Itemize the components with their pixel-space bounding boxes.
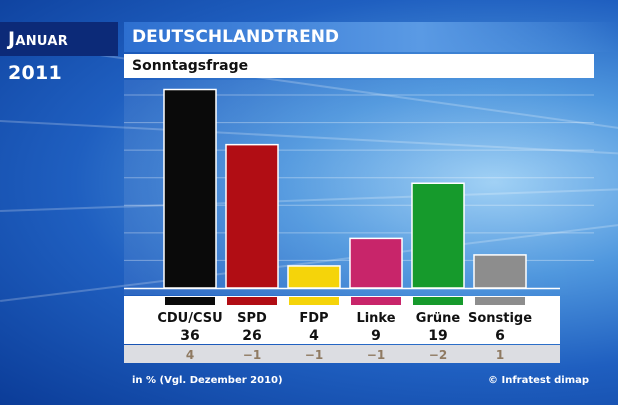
party-color-strip xyxy=(413,297,463,305)
category-label: Linke xyxy=(356,311,395,326)
bar-cducsu xyxy=(163,88,217,289)
change-label: −2 xyxy=(429,348,447,362)
category-label: FDP xyxy=(299,311,328,326)
party-color-strip xyxy=(289,297,339,305)
value-label: 36 xyxy=(180,328,199,344)
value-label: 6 xyxy=(495,328,505,344)
bar-linke xyxy=(349,237,403,289)
change-row xyxy=(124,345,560,363)
change-label: 1 xyxy=(496,348,504,362)
change-label: 4 xyxy=(186,348,194,362)
category-label: SPD xyxy=(237,311,267,326)
change-label: −1 xyxy=(243,348,261,362)
category-label: CDU/CSU xyxy=(157,311,222,326)
change-label: −1 xyxy=(367,348,385,362)
footnote: in % (Vgl. Dezember 2010) xyxy=(132,375,283,386)
month-label: Januar 2011 xyxy=(0,22,118,84)
category-label: Grüne xyxy=(416,311,461,326)
value-label: 26 xyxy=(242,328,261,344)
program-title: DEUTSCHLANDTREND xyxy=(124,22,618,52)
value-label: 9 xyxy=(371,328,381,344)
value-label: 19 xyxy=(428,328,447,344)
category-label: Sonstige xyxy=(468,311,532,326)
change-label: −1 xyxy=(305,348,323,362)
bar-sonstige xyxy=(473,254,527,289)
value-label: 4 xyxy=(309,328,319,344)
party-color-strip xyxy=(475,297,525,305)
bar-spd xyxy=(225,143,279,289)
party-color-strip xyxy=(351,297,401,305)
party-color-strip xyxy=(165,297,215,305)
party-color-strip xyxy=(227,297,277,305)
bar-fdp xyxy=(287,265,341,289)
source-credit: © Infratest dimap xyxy=(488,375,590,386)
chart-title: Sonntagsfrage xyxy=(124,54,594,78)
bar-grne xyxy=(411,182,465,289)
